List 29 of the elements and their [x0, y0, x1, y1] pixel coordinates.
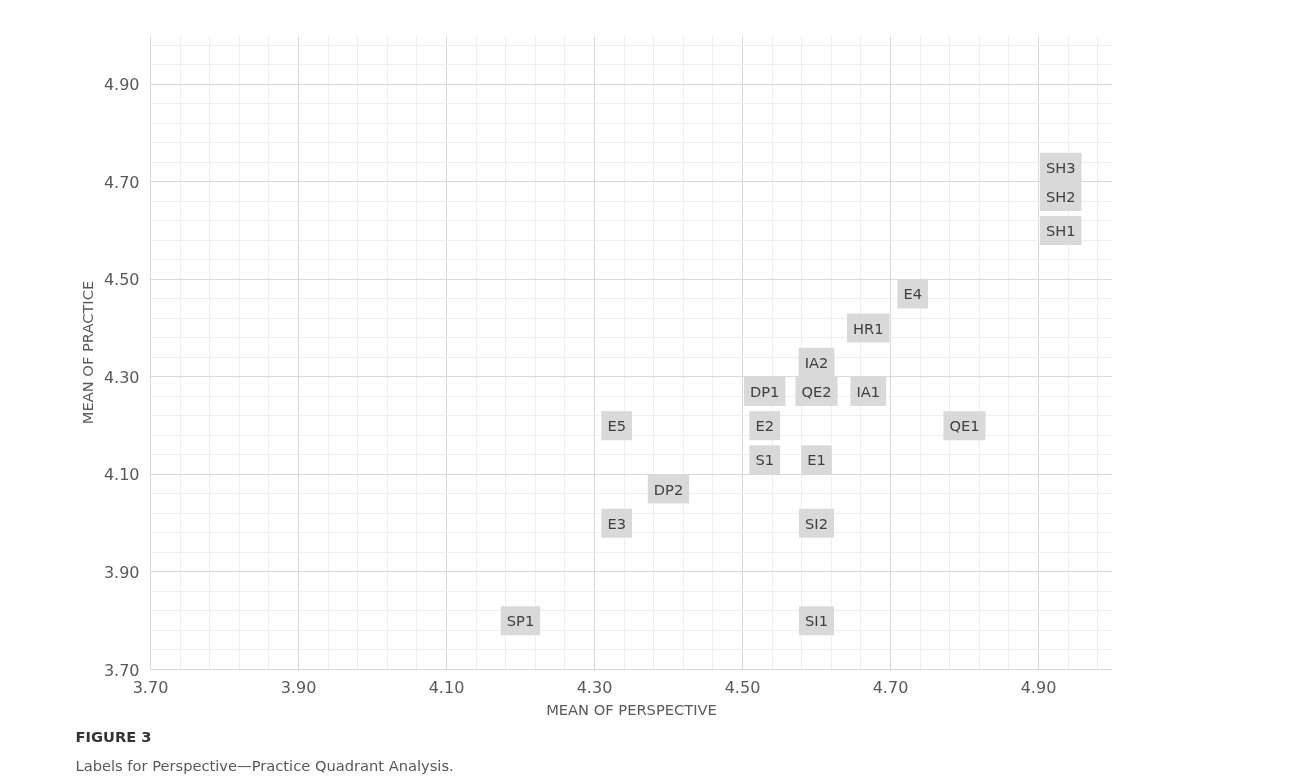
- data-label: IA1: [856, 383, 881, 401]
- data-label: IA2: [804, 353, 829, 371]
- data-label: S1: [755, 451, 775, 469]
- x-tick-label: 4.30: [576, 677, 613, 697]
- y-tick-label: 4.90: [103, 75, 140, 95]
- data-label: SI1: [805, 612, 828, 630]
- text: FIGURE 3: [75, 727, 152, 745]
- x-tick-label: 3.90: [280, 677, 317, 697]
- data-label: E1: [807, 451, 826, 469]
- x-tick-label: 4.50: [724, 677, 761, 697]
- data-label: SI2: [805, 514, 828, 532]
- data-label: E3: [607, 514, 626, 532]
- x-tick-label: 3.70: [132, 677, 169, 697]
- x-tick-label: 4.10: [428, 677, 465, 697]
- y-axis-title: MEAN OF PRACTICE: [78, 280, 96, 425]
- data-label: E5: [607, 417, 626, 435]
- text: Labels for Perspective—Practice Quadrant Analysis.: [75, 756, 454, 774]
- y-tick-label: 3.90: [103, 562, 140, 582]
- y-tick-label: 4.50: [103, 270, 140, 290]
- y-tick-label: 4.70: [103, 172, 140, 192]
- data-label: E4: [903, 285, 922, 303]
- data-label: E2: [755, 417, 774, 435]
- data-label: SP1: [506, 612, 535, 630]
- x-tick-label: 4.90: [1020, 677, 1057, 697]
- y-tick-label: 3.70: [103, 660, 140, 680]
- x-tick-label: 4.70: [872, 677, 909, 697]
- y-tick-label: 4.30: [103, 367, 140, 387]
- y-tick-label: 4.10: [103, 465, 140, 485]
- x-axis-title: MEAN OF PERSPECTIVE: [546, 700, 717, 718]
